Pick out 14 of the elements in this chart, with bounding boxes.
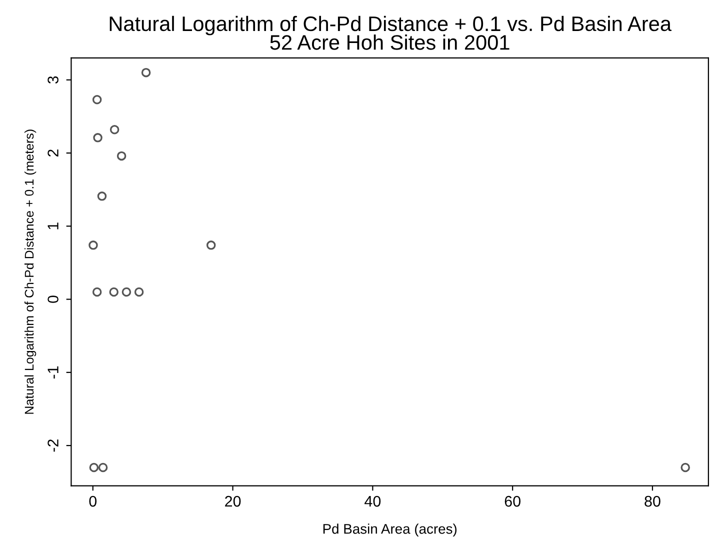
y-tick-label: -2 [48, 440, 58, 452]
x-tick-label: 40 [364, 496, 381, 507]
chart-title: Natural Logarithm of Ch-Pd Distance + 0.1 vs. Pd Basin Area 52 Acre Hoh Sites in 2001 [110, 16, 672, 50]
x-tick-label: 80 [644, 496, 660, 507]
x-tick-label: 20 [225, 496, 241, 507]
y-tick-label: 1 [48, 222, 58, 230]
x-tick-label: 0 [89, 496, 97, 507]
y-tick-label: -1 [48, 366, 58, 379]
y-tick-label: 0 [48, 296, 58, 303]
y-axis-title: Natural Logarithm of Ch-Pd Distance + 0.1 (meters) [24, 130, 36, 414]
y-tick-label: 2 [48, 150, 58, 157]
x-tick-label: 60 [504, 496, 520, 507]
y-tick-label: 3 [48, 76, 58, 84]
x-axis-title: Pd Basin Area (acres) [323, 524, 457, 537]
